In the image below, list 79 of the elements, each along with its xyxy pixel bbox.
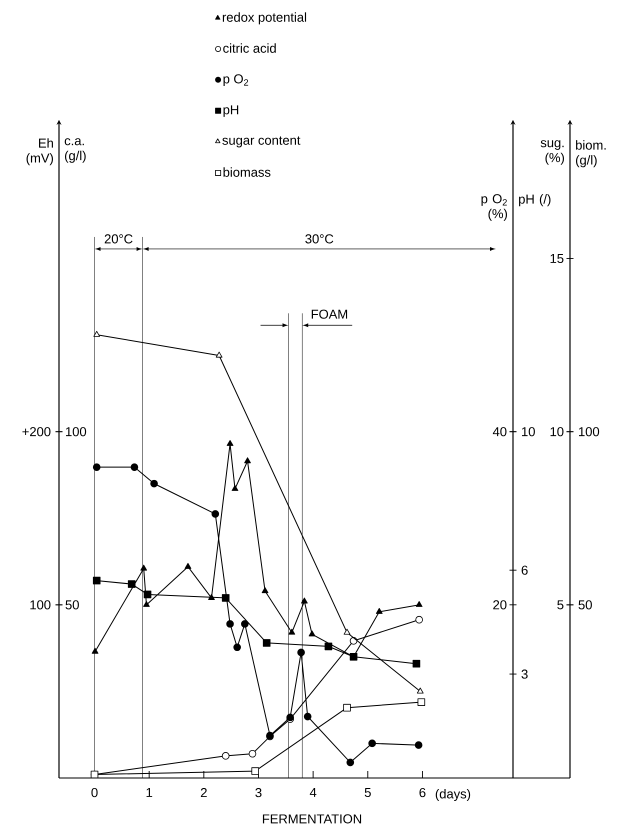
y2-tick-label: 10	[550, 427, 564, 436]
point	[376, 608, 383, 614]
annotation: 20°C	[104, 234, 133, 244]
y3-tick-label: 100	[579, 427, 600, 436]
point	[251, 767, 260, 775]
point	[288, 628, 296, 635]
x-tick-label: 3	[255, 788, 262, 798]
y-tick-label: 3	[522, 670, 528, 679]
point	[92, 463, 101, 471]
point	[297, 648, 305, 656]
legend-label: citric acid	[223, 43, 276, 53]
y-axis-title: Eh (mV)	[26, 138, 53, 166]
point	[343, 704, 351, 712]
point	[418, 698, 426, 706]
point	[416, 688, 424, 694]
point	[416, 601, 422, 607]
point	[415, 616, 423, 624]
point	[130, 463, 138, 471]
y3-axis-title: biom. (g/l)	[576, 140, 606, 168]
x-tick-label: 5	[364, 788, 371, 798]
point	[301, 598, 308, 604]
x-tick-label: 1	[146, 788, 152, 797]
point	[304, 712, 312, 720]
y3-axis-title: p O$_{2}$ (%)	[481, 194, 507, 221]
y2-tick-label: 100	[66, 427, 86, 436]
point	[226, 620, 234, 628]
point	[92, 576, 101, 584]
point	[93, 330, 100, 337]
y-tick-label: 6	[522, 566, 528, 575]
x-tick-label: 2	[200, 788, 207, 798]
y3-tick-label: 50	[578, 600, 592, 610]
y2-axis-title: c.a. (g/l)	[64, 138, 86, 163]
x-tick-label: 4	[310, 788, 316, 797]
point	[150, 480, 158, 488]
point	[143, 601, 150, 607]
legend-label: sugar content	[222, 136, 300, 148]
point	[368, 740, 376, 748]
point	[92, 648, 98, 654]
legend-label: biomass	[224, 167, 270, 177]
legend-label: redox potential	[222, 12, 306, 24]
annotation: FOAM	[312, 310, 348, 319]
point	[233, 643, 241, 652]
y2-axis-title: sug. (%)	[540, 140, 564, 165]
annotation: 30°C	[305, 234, 334, 244]
y3-tick-label: 40	[492, 427, 506, 436]
point	[241, 620, 249, 628]
point	[222, 752, 230, 760]
point	[212, 510, 220, 518]
y-axis-title: pH (/)	[519, 194, 550, 206]
legend-label: p O$_{2}$	[224, 74, 248, 86]
y-tick-label: 10	[522, 427, 535, 436]
point	[344, 628, 350, 635]
x-tick-label: 6	[419, 788, 426, 798]
point	[184, 562, 192, 569]
point	[216, 352, 222, 358]
point	[412, 660, 420, 668]
point	[222, 594, 230, 602]
x-axis-title: FERMENTATION	[262, 814, 362, 824]
y-tick-label: +200	[22, 427, 50, 436]
point	[226, 440, 234, 446]
point	[128, 580, 136, 588]
y3-tick-label: 20	[493, 600, 506, 610]
point	[248, 750, 256, 758]
y2-tick-label: 50	[66, 600, 79, 610]
point	[262, 639, 270, 647]
x-tick-label: 0	[91, 788, 98, 798]
point	[308, 630, 316, 636]
point	[262, 587, 268, 594]
text: (days)	[436, 788, 470, 802]
point	[346, 758, 354, 766]
point	[144, 590, 152, 598]
y2-tick-label: 15	[550, 254, 564, 264]
point	[244, 457, 251, 464]
legend-label: pH	[224, 105, 238, 117]
y2-tick-label: 5	[557, 600, 564, 610]
point	[140, 564, 148, 571]
point	[232, 485, 238, 491]
point	[414, 741, 422, 749]
point	[324, 642, 332, 650]
